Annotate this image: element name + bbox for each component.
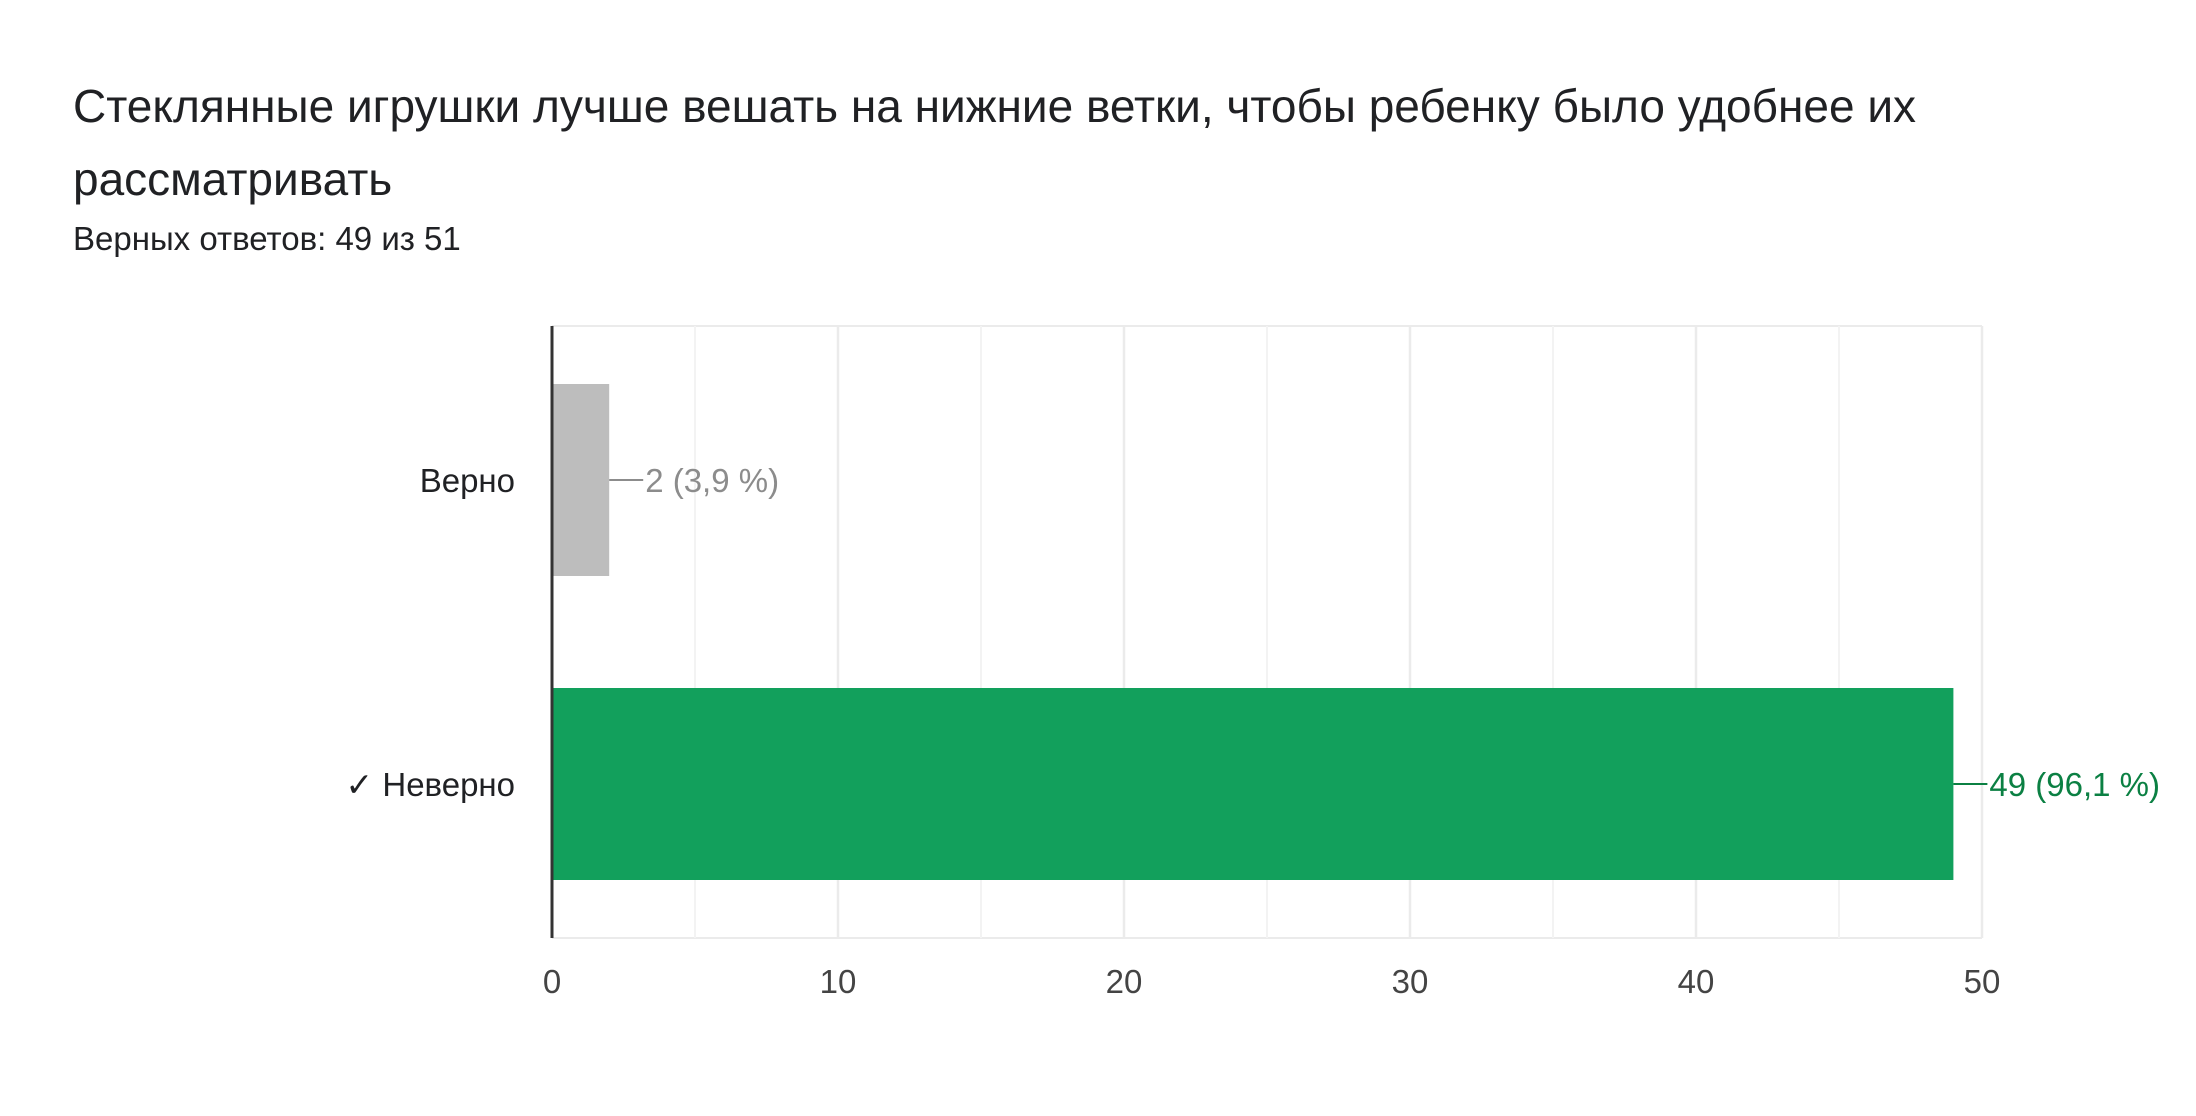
- category-label: Верно: [420, 462, 515, 499]
- data-label: 49 (96,1 %): [1989, 766, 2160, 803]
- category-label: ✓ Неверно: [346, 766, 515, 803]
- x-tick-label: 20: [1106, 963, 1143, 1000]
- x-tick-label: 0: [543, 963, 561, 1000]
- bar: [552, 384, 610, 576]
- bars: [552, 384, 1988, 880]
- score-summary: Верных ответов: 49 из 51: [73, 220, 461, 257]
- x-tick-label: 30: [1392, 963, 1429, 1000]
- x-tick-label: 40: [1678, 963, 1715, 1000]
- question-title: Стеклянные игрушки лучше вешать на нижни…: [73, 80, 1917, 205]
- data-label: 2 (3,9 %): [645, 462, 779, 499]
- x-tick-label: 50: [1964, 963, 2001, 1000]
- x-tick-label: 10: [820, 963, 857, 1000]
- bar: [552, 688, 1954, 880]
- labels: 0 10 20 30 40 50 2 (3,9 %) Верно 49 (96,1 %) ✓ Не…: [346, 462, 2160, 1000]
